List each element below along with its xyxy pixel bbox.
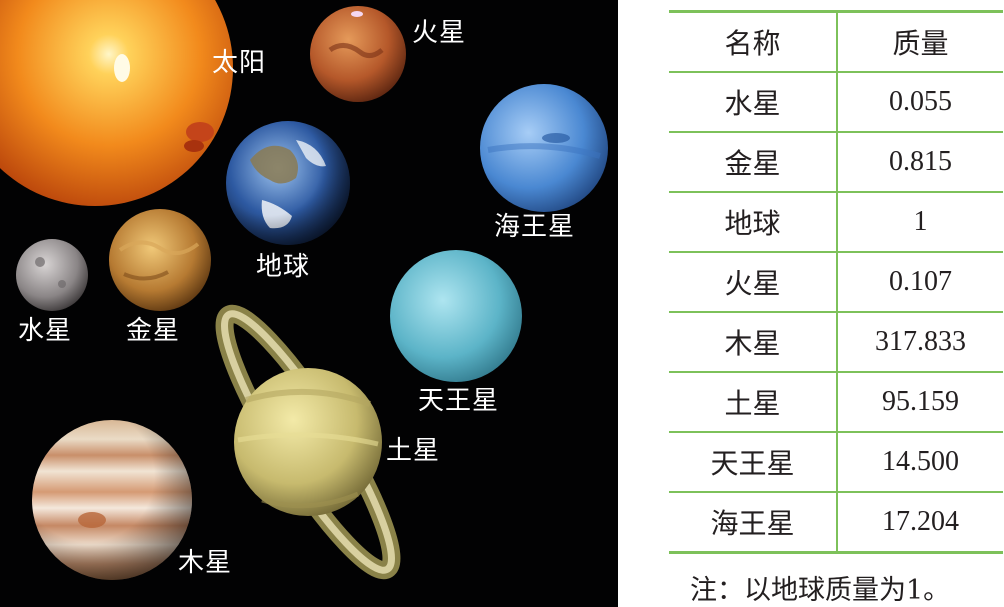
table-row: 火星 0.107 bbox=[669, 252, 1003, 313]
table-row: 地球 1 bbox=[669, 192, 1003, 253]
header-mass: 质量 bbox=[837, 10, 1003, 73]
sun-image bbox=[0, 0, 233, 206]
table-row: 水星 0.055 bbox=[669, 72, 1003, 133]
neptune-image bbox=[480, 84, 608, 212]
planet-mass-cell: 317.833 bbox=[837, 312, 1003, 373]
table-header-row: 名称 质量 bbox=[669, 10, 1003, 73]
table-row: 天王星 14.500 bbox=[669, 432, 1003, 493]
planet-mass-cell: 0.055 bbox=[837, 72, 1003, 133]
venus-label: 金星 bbox=[126, 316, 181, 346]
mars-label: 火星 bbox=[412, 18, 467, 48]
venus-image bbox=[109, 209, 211, 311]
earth-image bbox=[226, 121, 350, 245]
mercury-label: 水星 bbox=[18, 316, 73, 346]
sun-label: 太阳 bbox=[212, 48, 267, 78]
planet-name-cell: 火星 bbox=[669, 252, 838, 313]
planet-mass-cell: 0.815 bbox=[837, 132, 1003, 193]
mercury-image bbox=[16, 239, 88, 311]
planet-name-cell: 天王星 bbox=[669, 432, 838, 493]
saturn-label: 土星 bbox=[386, 436, 441, 466]
planet-mass-cell: 1 bbox=[837, 192, 1003, 253]
planet-name-cell: 金星 bbox=[669, 132, 838, 193]
table-row: 木星 317.833 bbox=[669, 312, 1003, 373]
planet-name-cell: 木星 bbox=[669, 312, 838, 373]
planet-name-cell: 土星 bbox=[669, 372, 838, 433]
uranus-image bbox=[390, 250, 522, 382]
planet-mass-cell: 14.500 bbox=[837, 432, 1003, 493]
mars-image bbox=[310, 6, 406, 102]
table-note: 注：以地球质量为1。 bbox=[690, 575, 951, 606]
jupiter-image bbox=[32, 420, 192, 580]
earth-label: 地球 bbox=[256, 252, 311, 282]
table-row: 土星 95.159 bbox=[669, 372, 1003, 433]
planet-mass-table: 名称 质量 水星 0.055 金星 0.815 地球 1 火星 0.107 木星… bbox=[669, 10, 1003, 554]
planet-mass-cell: 0.107 bbox=[837, 252, 1003, 313]
planets-illustration bbox=[0, 0, 608, 580]
uranus-label: 天王星 bbox=[418, 386, 500, 416]
table-row: 海王星 17.204 bbox=[669, 492, 1003, 554]
saturn-image bbox=[215, 304, 401, 580]
planet-name-cell: 地球 bbox=[669, 192, 838, 253]
planet-name-cell: 海王星 bbox=[669, 492, 838, 554]
jupiter-label: 木星 bbox=[178, 548, 233, 578]
planet-mass-cell: 95.159 bbox=[837, 372, 1003, 433]
table-row: 金星 0.815 bbox=[669, 132, 1003, 193]
planet-mass-cell: 17.204 bbox=[837, 492, 1003, 554]
header-name: 名称 bbox=[669, 10, 838, 73]
neptune-label: 海王星 bbox=[494, 212, 576, 242]
solar-system-photo: 太阳 火星 地球 海王星 水星 金星 天王星 土星 木星 bbox=[0, 0, 618, 607]
planet-name-cell: 水星 bbox=[669, 72, 838, 133]
